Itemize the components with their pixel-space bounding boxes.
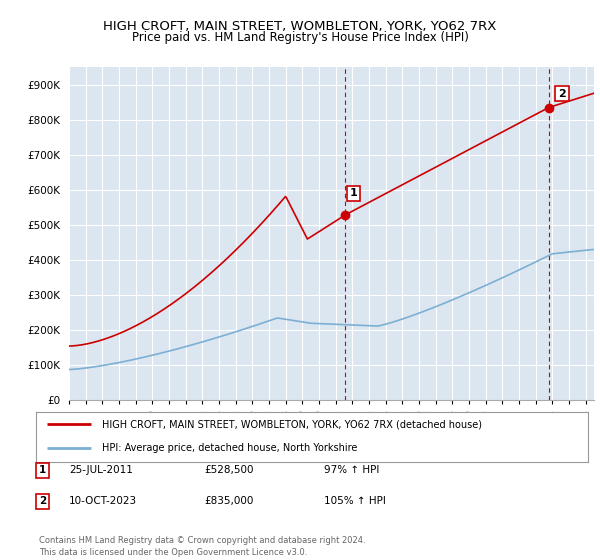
Text: 97% ↑ HPI: 97% ↑ HPI [324, 465, 379, 475]
Text: 1: 1 [39, 465, 46, 475]
Text: £835,000: £835,000 [204, 496, 253, 506]
Text: Price paid vs. HM Land Registry's House Price Index (HPI): Price paid vs. HM Land Registry's House … [131, 31, 469, 44]
Text: HIGH CROFT, MAIN STREET, WOMBLETON, YORK, YO62 7RX (detached house): HIGH CROFT, MAIN STREET, WOMBLETON, YORK… [102, 419, 482, 429]
Text: HIGH CROFT, MAIN STREET, WOMBLETON, YORK, YO62 7RX: HIGH CROFT, MAIN STREET, WOMBLETON, YORK… [103, 20, 497, 32]
Text: 2: 2 [558, 88, 566, 99]
Text: 25-JUL-2011: 25-JUL-2011 [69, 465, 133, 475]
Text: £528,500: £528,500 [204, 465, 254, 475]
Text: 1: 1 [349, 188, 357, 198]
Text: 2: 2 [39, 496, 46, 506]
Text: 10-OCT-2023: 10-OCT-2023 [69, 496, 137, 506]
Text: Contains HM Land Registry data © Crown copyright and database right 2024.
This d: Contains HM Land Registry data © Crown c… [39, 536, 365, 557]
Text: HPI: Average price, detached house, North Yorkshire: HPI: Average price, detached house, Nort… [102, 444, 358, 454]
Text: 105% ↑ HPI: 105% ↑ HPI [324, 496, 386, 506]
